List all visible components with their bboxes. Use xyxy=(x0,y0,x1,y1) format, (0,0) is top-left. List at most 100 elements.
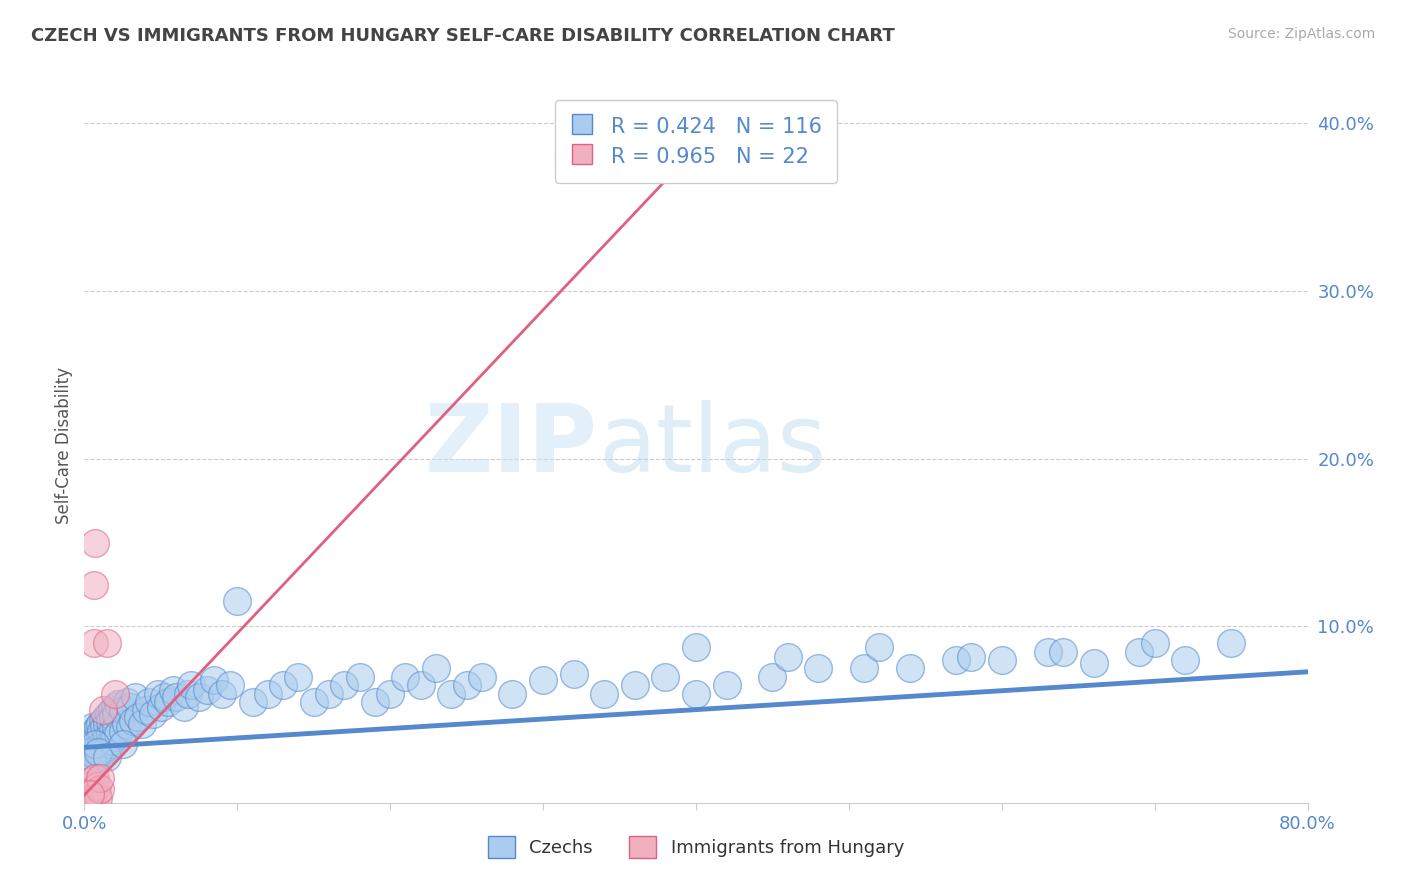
Point xyxy=(135,703,157,717)
Point xyxy=(624,678,647,692)
Point xyxy=(98,727,121,741)
Text: Source: ZipAtlas.com: Source: ZipAtlas.com xyxy=(1227,27,1375,41)
Point xyxy=(122,714,145,728)
Point xyxy=(716,678,738,692)
Point xyxy=(80,792,103,806)
Point xyxy=(425,661,447,675)
Point xyxy=(138,695,160,709)
Point xyxy=(77,746,100,760)
Point xyxy=(364,695,387,709)
Point xyxy=(188,690,211,704)
Point xyxy=(807,661,830,675)
Point xyxy=(89,782,111,797)
Point xyxy=(87,746,110,760)
Point xyxy=(157,695,180,709)
Point xyxy=(1036,645,1059,659)
Point xyxy=(76,737,98,751)
Point xyxy=(84,737,107,751)
Point xyxy=(394,670,416,684)
Point xyxy=(107,727,129,741)
Point xyxy=(202,673,225,688)
Point xyxy=(111,723,134,738)
Point xyxy=(77,746,100,760)
Point xyxy=(103,710,125,724)
Point xyxy=(226,594,249,608)
Point xyxy=(77,779,100,793)
Point xyxy=(593,687,616,701)
Point xyxy=(84,744,107,758)
Point xyxy=(1220,636,1243,650)
Point xyxy=(349,670,371,684)
Point xyxy=(318,687,340,701)
Point xyxy=(654,149,676,163)
Point xyxy=(79,774,101,789)
Point xyxy=(91,744,114,758)
Point xyxy=(531,673,554,688)
Point xyxy=(87,720,110,734)
Point xyxy=(98,714,121,728)
Point xyxy=(75,790,97,805)
Text: atlas: atlas xyxy=(598,400,827,492)
Point xyxy=(90,723,112,738)
Point xyxy=(127,710,149,724)
Point xyxy=(302,695,325,709)
Point xyxy=(120,720,142,734)
Point xyxy=(761,670,783,684)
Point xyxy=(146,687,169,701)
Point xyxy=(562,666,585,681)
Point xyxy=(131,717,153,731)
Point xyxy=(97,706,120,721)
Point xyxy=(96,717,118,731)
Point xyxy=(79,788,101,802)
Point xyxy=(76,784,98,798)
Point xyxy=(257,687,280,701)
Point xyxy=(111,703,134,717)
Point xyxy=(1174,653,1197,667)
Point xyxy=(96,636,118,650)
Point xyxy=(104,731,127,745)
Point xyxy=(86,788,108,802)
Point xyxy=(101,733,124,747)
Point xyxy=(333,678,356,692)
Point xyxy=(77,789,100,803)
Point xyxy=(162,683,184,698)
Point xyxy=(165,690,187,704)
Point xyxy=(90,737,112,751)
Point xyxy=(86,731,108,745)
Point xyxy=(111,737,134,751)
Point xyxy=(94,740,117,755)
Point xyxy=(80,740,103,755)
Point xyxy=(440,687,463,701)
Point xyxy=(89,717,111,731)
Point xyxy=(79,750,101,764)
Point xyxy=(211,687,233,701)
Point xyxy=(96,731,118,745)
Point xyxy=(149,700,172,714)
Point xyxy=(89,746,111,760)
Point xyxy=(173,700,195,714)
Point xyxy=(177,687,200,701)
Point xyxy=(103,723,125,738)
Y-axis label: Self-Care Disability: Self-Care Disability xyxy=(55,368,73,524)
Point xyxy=(242,695,264,709)
Point xyxy=(79,788,101,802)
Point xyxy=(945,653,967,667)
Point xyxy=(83,733,105,747)
Point xyxy=(91,703,114,717)
Point xyxy=(271,678,294,692)
Point xyxy=(83,636,105,650)
Text: CZECH VS IMMIGRANTS FROM HUNGARY SELF-CARE DISABILITY CORRELATION CHART: CZECH VS IMMIGRANTS FROM HUNGARY SELF-CA… xyxy=(31,27,894,45)
Point xyxy=(685,687,707,701)
Point xyxy=(502,687,524,701)
Point xyxy=(89,729,111,743)
Point xyxy=(86,750,108,764)
Point xyxy=(409,678,432,692)
Point xyxy=(104,687,127,701)
Point xyxy=(84,535,107,549)
Legend: Czechs, Immigrants from Hungary: Czechs, Immigrants from Hungary xyxy=(481,829,911,865)
Point xyxy=(80,720,103,734)
Point xyxy=(97,737,120,751)
Point xyxy=(180,678,202,692)
Point xyxy=(105,720,128,734)
Point xyxy=(80,754,103,768)
